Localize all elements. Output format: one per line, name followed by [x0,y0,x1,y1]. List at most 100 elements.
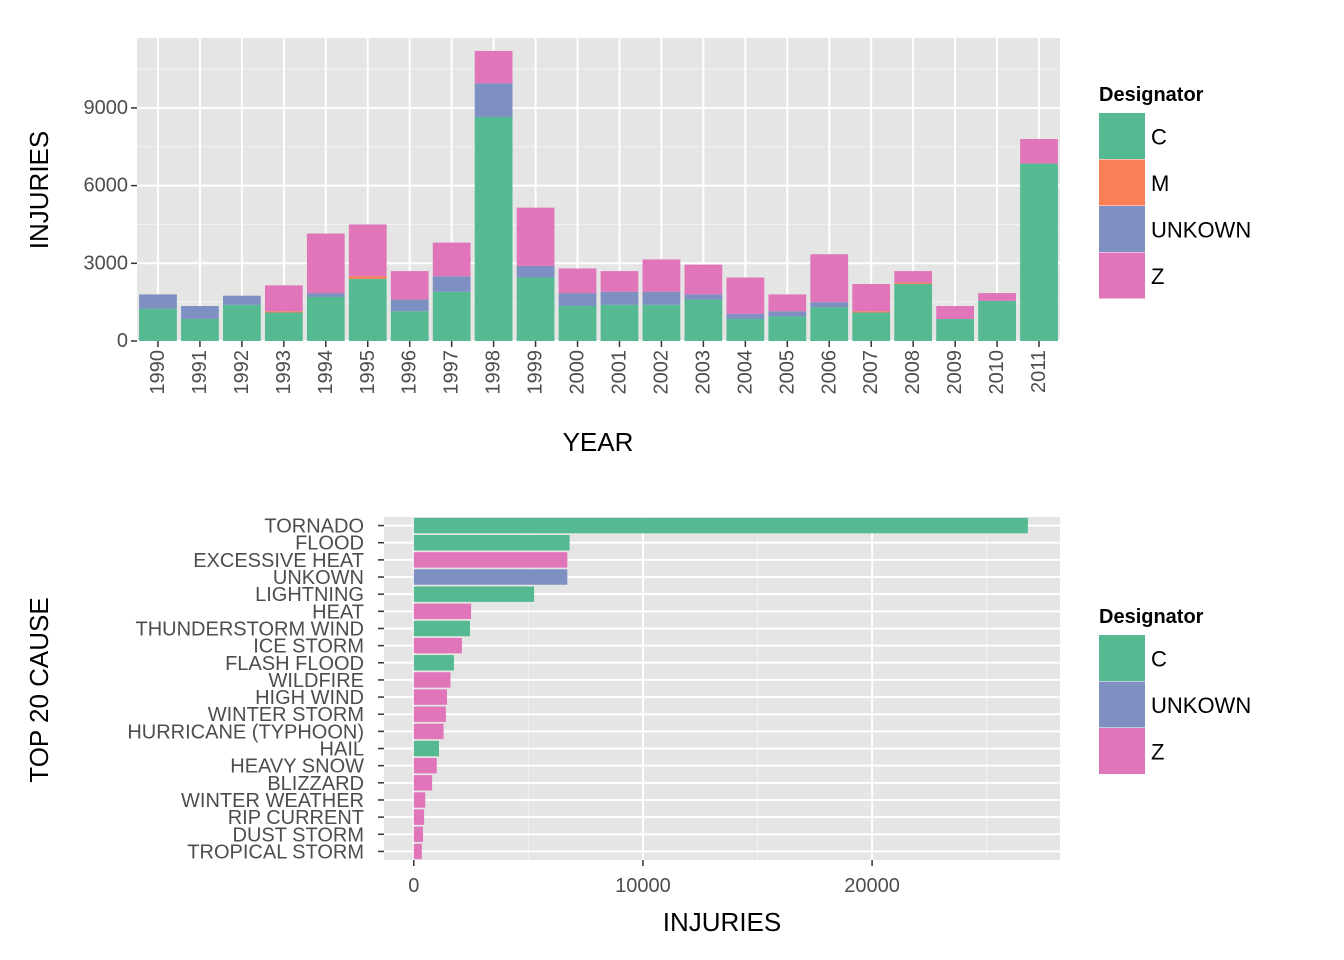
legend: Designator CM UNKOWN Z [1099,84,1251,299]
legend-swatch-z [1099,252,1145,299]
bar-1997-unkown [432,276,471,292]
bar-1996-c [390,311,429,341]
legend-label-z: Z [1151,740,1164,765]
bar-1992-c [223,304,261,341]
x-tick-label-1997: 1997 [441,350,463,395]
y-axis-title: INJURIES [24,131,54,249]
bar-high-wind [413,689,448,705]
legend-title: Designator [1099,606,1204,628]
y-tick-label-high-wind: HIGH WIND [255,687,364,709]
bar-unkown [413,569,568,585]
bar-2006-c [810,307,849,341]
bars [139,50,1058,341]
x-tick-label-1994: 1994 [315,350,337,395]
bar-1993-m [264,311,303,313]
bar-1991-c [181,318,219,341]
bar-2011-z [1020,139,1058,164]
bar-1992-unkown [223,295,261,305]
x-tick-label-2010: 2010 [986,350,1008,395]
y-tick-label-hurricane-typhoon: HURRICANE (TYPHOON) [127,721,364,743]
y-tick-label-hail: HAIL [320,739,364,761]
bar-1999-c [516,277,555,341]
x-tick-label-2011: 2011 [1028,350,1050,393]
bar-2008-c [894,284,933,341]
x-tick-label-1990: 1990 [147,350,169,395]
x-tick-label-20000: 20000 [844,875,900,897]
bar-tropical-storm [413,843,422,860]
legend-swatch-z [1099,728,1145,774]
bar-2002-c [642,304,681,341]
bar-2002-unkown [642,291,681,305]
bar-flood [413,535,570,551]
bar-2000-z [558,268,597,294]
bar-2004-unkown [726,313,765,319]
bar-1994-z [306,233,345,294]
y-tick-label-thunderstorm-wind: THUNDERSTORM WIND [135,618,364,640]
y-tick-label-ice-storm: ICE STORM [253,636,364,658]
bar-2002-z [642,259,681,292]
bar-2004-z [726,277,765,314]
bar-1998-unkown [474,83,513,117]
x-tick-label-2000: 2000 [567,350,589,395]
bar-1994-unkown [306,293,345,297]
bar-2001-unkown [600,291,639,305]
y-tick-label-tornado: TORNADO [264,516,364,538]
x-tick-label-1998: 1998 [483,350,505,395]
y-tick-label-rip-current: RIP CURRENT [228,807,364,829]
x-tick-label-10000: 10000 [615,875,671,897]
legend-label-c: C [1151,125,1167,150]
bar-2008-z [894,271,933,283]
bar-2005-z [768,294,807,312]
bar-flash-flood [413,655,454,671]
x-tick-labels: 1990 1991 1992 1993 1994 1995 1996 1997 1998 1999… [147,341,1050,395]
bar-1996-unkown [390,299,429,312]
y-tick-label-6000: 6000 [84,175,129,197]
bar-2007-m [852,311,891,313]
y-axis-title: TOP 20 CAUSE [24,597,54,782]
legend-swatch-c [1099,635,1145,681]
x-tick-label-1993: 1993 [273,350,295,395]
x-tick-label-2009: 2009 [944,350,966,395]
x-tick-label-2006: 2006 [818,350,840,395]
x-tick-label-2007: 2007 [860,350,882,395]
bars [413,517,1028,860]
x-tick-labels: 0 10000 20000 [408,860,900,897]
y-tick-label-winter-weather: WINTER WEATHER [181,790,364,812]
y-tick-label-winter-storm: WINTER STORM [208,704,364,726]
x-tick-label-2008: 2008 [902,350,924,395]
bar-1990-c [139,308,177,341]
bar-2006-z [810,254,849,303]
bar-dust-storm [413,826,423,842]
legend-title: Designator [1099,84,1204,106]
bar-1999-unkown [516,265,555,278]
legend-swatch-unkown [1099,206,1145,252]
bar-2003-unkown [684,294,723,300]
bar-2007-c [852,312,891,341]
y-tick-label-unkown: UNKOWN [273,567,364,589]
bar-2010-c [978,300,1016,341]
legend-swatch-c [1099,113,1145,159]
bar-2005-unkown [768,311,807,317]
x-tick-label-1992: 1992 [231,350,253,395]
legend: Designator C UNKOWN Z [1099,606,1251,774]
bar-heavy-snow [413,757,437,774]
bar-2005-c [768,316,807,341]
bar-2009-z [936,306,974,319]
bar-1998-c [474,116,513,341]
bar-blizzard [413,775,433,791]
y-tick-label-flood: FLOOD [295,533,364,555]
bar-1996-z [390,271,429,300]
bar-1993-c [264,312,303,341]
bar-2003-z [684,264,723,295]
y-tick-label-lightning: LIGHTNING [255,584,364,606]
bar-1995-m [348,276,387,279]
x-tick-label-2002: 2002 [650,350,672,395]
bar-1999-z [516,207,555,266]
legend-label-c: C [1151,647,1167,672]
bar-1990-unkown [139,294,177,309]
bar-lightning [413,586,535,602]
bar-2004-c [726,318,765,341]
y-tick-label-9000: 9000 [84,97,129,119]
